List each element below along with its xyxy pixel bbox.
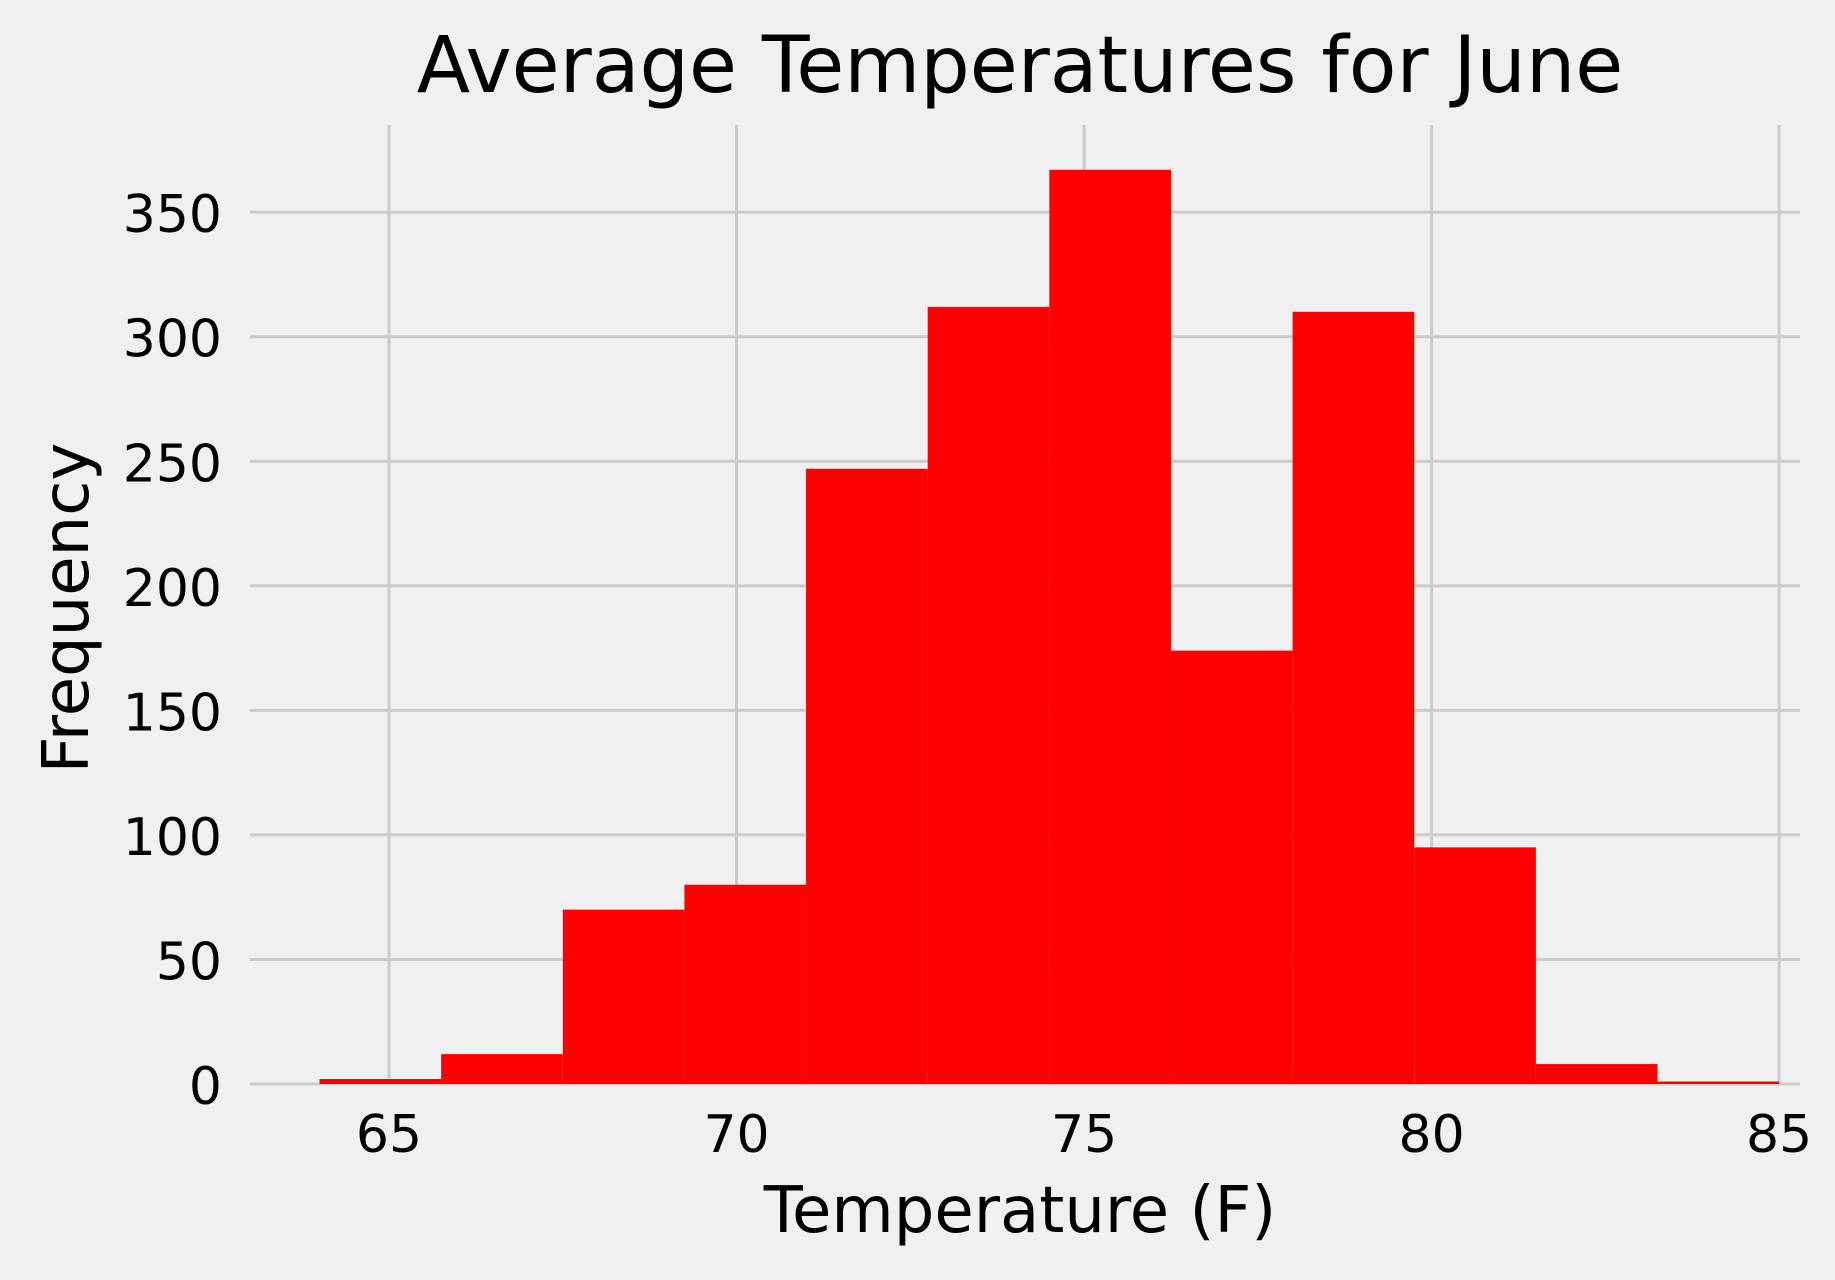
y-axis-label: Frequency — [30, 443, 104, 774]
histogram-bar — [1049, 169, 1171, 1084]
x-axis-label: Temperature (F) — [763, 1174, 1277, 1248]
histogram-bar — [1657, 1081, 1780, 1084]
x-tick-label: 65 — [356, 1105, 422, 1165]
histogram-bar — [562, 909, 685, 1084]
histogram-bar — [1535, 1064, 1658, 1084]
histogram-bar — [806, 468, 928, 1084]
histogram-bar — [1170, 650, 1293, 1084]
chart-title: Average Temperatures for June — [417, 21, 1624, 111]
histogram-bar — [319, 1079, 442, 1084]
x-tick-label: 80 — [1399, 1105, 1465, 1165]
bar-layer — [319, 169, 1780, 1084]
x-tick-label: 70 — [703, 1105, 769, 1165]
y-tick-label: 300 — [123, 310, 222, 370]
tick-label-layer: 0 50 100 150 200 250 300 350 65 70 75 80 85 — [123, 185, 1812, 1165]
y-tick-label: 100 — [123, 808, 222, 868]
y-tick-label: 150 — [123, 683, 222, 743]
histogram-bar — [684, 884, 807, 1084]
x-tick-label: 75 — [1051, 1105, 1117, 1165]
histogram-bar — [1292, 311, 1415, 1084]
histogram-bar — [927, 306, 1050, 1084]
x-tick-label: 85 — [1746, 1105, 1812, 1165]
histogram-bar — [1414, 847, 1536, 1084]
y-tick-label: 0 — [189, 1057, 222, 1117]
y-tick-label: 250 — [123, 434, 222, 494]
y-tick-label: 50 — [156, 932, 222, 992]
y-tick-label: 350 — [123, 185, 222, 245]
y-tick-label: 200 — [123, 559, 222, 619]
histogram-bar — [441, 1054, 563, 1084]
